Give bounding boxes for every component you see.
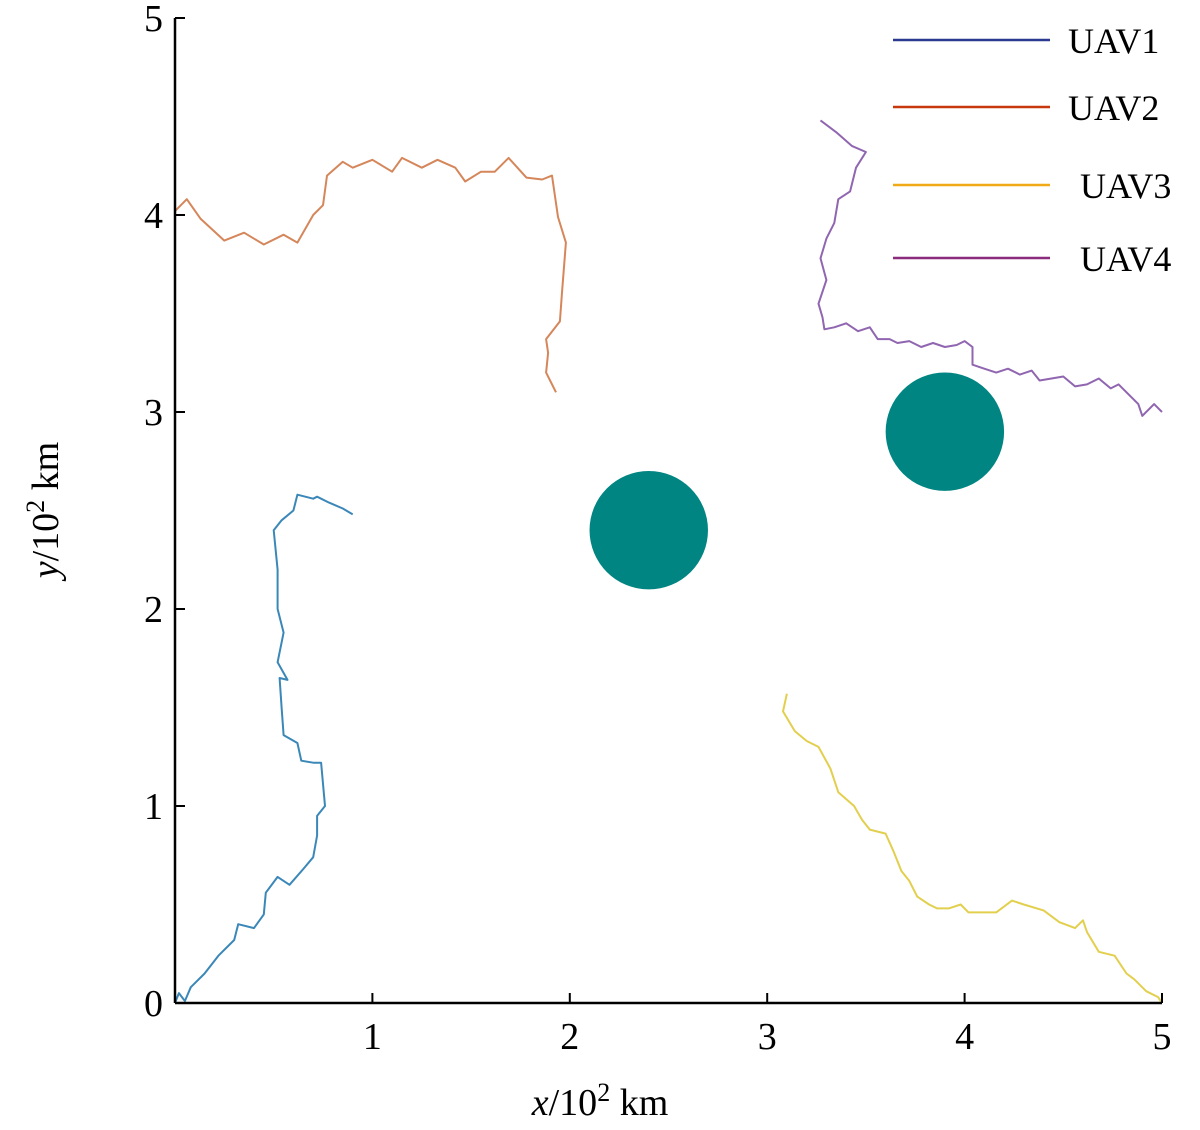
- legend-label-uav3: UAV3: [1080, 166, 1171, 206]
- y-axis-label-unit: km: [25, 442, 67, 500]
- x-axis-label-rest: /10: [549, 1082, 598, 1124]
- x-tick-label: 3: [758, 1016, 777, 1058]
- x-tick-label: 1: [363, 1016, 382, 1058]
- axes: [173, 18, 1162, 1005]
- x-axis-label-unit: km: [610, 1082, 668, 1124]
- x-axis-label-var: x: [531, 1082, 549, 1124]
- y-ticks: 0 1 2 3 4 5: [144, 0, 185, 1025]
- obstacle-circle: [885, 372, 1005, 491]
- x-tick-label: 2: [560, 1016, 579, 1058]
- x-axis-label-sup: 2: [597, 1078, 610, 1107]
- y-axis-label-var: y: [25, 561, 67, 582]
- y-tick-label: 4: [144, 195, 163, 237]
- legend-label-uav1: UAV1: [1068, 21, 1159, 61]
- legend-label-uav4: UAV4: [1080, 239, 1171, 279]
- y-tick-label: 3: [144, 392, 163, 434]
- obstacle-circle: [589, 470, 708, 590]
- y-axis-label-sup: 2: [21, 500, 50, 513]
- obstacles: [589, 372, 1005, 590]
- series-lines: [174, 119, 1163, 1004]
- x-ticks: 1 2 3 4 5: [363, 993, 1172, 1058]
- x-tick-label: 4: [955, 1016, 974, 1058]
- y-tick-label: 1: [144, 786, 163, 828]
- y-tick-label: 2: [144, 589, 163, 631]
- series-line-uav4: [817, 119, 1163, 417]
- y-tick-label: 0: [144, 983, 163, 1025]
- series-line-uav2: [174, 156, 567, 393]
- x-axis-label: x/102 km: [531, 1078, 669, 1124]
- legend: UAV1 UAV2 UAV3 UAV4: [893, 21, 1171, 279]
- y-tick-label: 5: [144, 0, 163, 40]
- y-axis-label-rest: /10: [25, 513, 67, 562]
- series-line-uav1: [174, 493, 354, 1004]
- x-tick-label: 5: [1153, 1016, 1172, 1058]
- series-line-uav3: [782, 693, 1163, 1004]
- y-axis-label: y/102 km: [21, 442, 67, 583]
- legend-label-uav2: UAV2: [1068, 88, 1159, 128]
